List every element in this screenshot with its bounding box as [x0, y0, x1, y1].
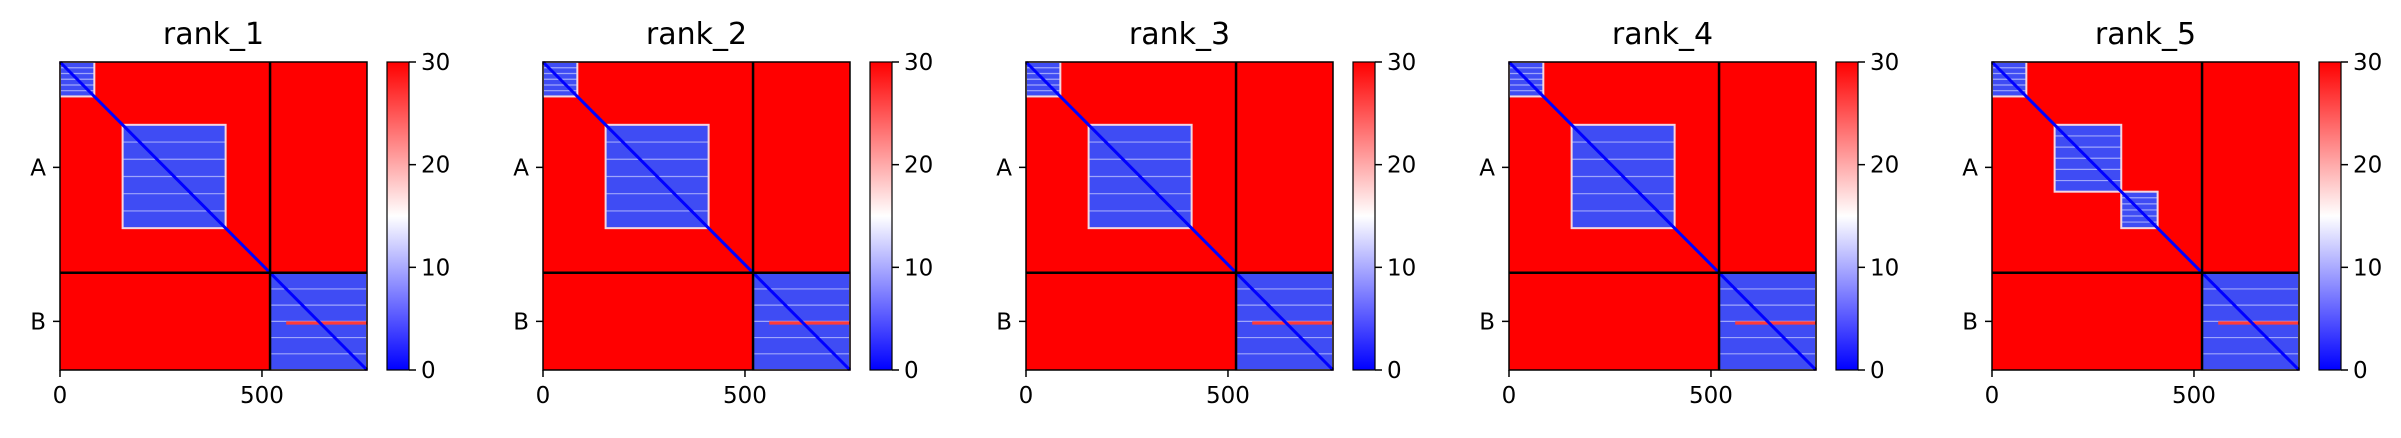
colorbar-tick-label: 20 — [421, 153, 450, 179]
diagonal-line — [541, 60, 852, 372]
pae-panel-5: rank_5 A B 0 500 0 10 20 30 — [1962, 17, 2382, 409]
axes-frame — [1508, 61, 1817, 371]
colorbar-tick-label: 20 — [1387, 153, 1416, 179]
axes-frame — [542, 61, 851, 371]
colorbar-tick-label: 0 — [2353, 358, 2368, 384]
colorbar-tick-label: 20 — [904, 153, 933, 179]
pae-panel-2: rank_2 A B 0 500 0 10 20 30 — [513, 17, 933, 409]
row-label: A — [513, 155, 529, 181]
pae-panel-1: rank_1 A B 0 500 0 10 20 30 — [30, 17, 450, 409]
colorbar-tick-label: 10 — [904, 255, 933, 281]
axes-frame — [1991, 61, 2300, 371]
axes-frame — [59, 61, 368, 371]
row-label: B — [996, 309, 1012, 335]
x-tick-label: 500 — [1206, 383, 1250, 409]
x-tick-label: 0 — [536, 383, 551, 409]
block-edge — [2120, 190, 2159, 230]
row-label: A — [996, 155, 1012, 181]
pae-panel-3: rank_3 A B 0 500 0 10 20 30 — [996, 17, 1416, 409]
diagonal-line — [58, 60, 369, 372]
colorbar-tick-label: 0 — [1870, 358, 1885, 384]
diagonal-line — [1024, 60, 1335, 372]
colorbar-tick-label: 0 — [421, 358, 436, 384]
row-label: B — [1962, 309, 1978, 335]
row-label: A — [1479, 155, 1495, 181]
chain-b-band — [1735, 321, 1816, 325]
pae-panel-4: rank_4 A B 0 500 0 10 20 30 — [1479, 17, 1899, 409]
x-tick-label: 500 — [240, 383, 284, 409]
block-edge — [1570, 123, 1676, 230]
colorbar-tick-label: 0 — [904, 358, 919, 384]
colorbar-tick-label: 30 — [1387, 50, 1416, 76]
panel-title: rank_2 — [646, 17, 747, 52]
colorbar-tick-label: 10 — [1387, 255, 1416, 281]
colorbar-tick-label: 30 — [421, 50, 450, 76]
diagonal-line — [1990, 60, 2301, 372]
x-tick-label: 0 — [1502, 383, 1517, 409]
colorbar — [386, 61, 410, 371]
row-label: A — [30, 155, 46, 181]
row-label: A — [1962, 155, 1978, 181]
chain-b-band — [2218, 321, 2299, 325]
colorbar — [1835, 61, 1859, 371]
colorbar-tick-label: 20 — [2353, 153, 2382, 179]
colorbar-tick-label: 30 — [1870, 50, 1899, 76]
block-edge — [1087, 123, 1193, 230]
colorbar-tick-label: 10 — [421, 255, 450, 281]
row-label: B — [513, 309, 529, 335]
diagonal-line — [1507, 60, 1818, 372]
x-tick-label: 500 — [1689, 383, 1733, 409]
x-tick-label: 500 — [723, 383, 767, 409]
colorbar-tick-label: 20 — [1870, 153, 1899, 179]
panel-title: rank_5 — [2095, 17, 2196, 52]
colorbar — [2318, 61, 2342, 371]
block-edge — [121, 123, 227, 230]
chain-b-band — [1252, 321, 1333, 325]
block-edge — [604, 123, 710, 230]
x-tick-label: 0 — [1985, 383, 2000, 409]
panel-title: rank_4 — [1612, 17, 1713, 52]
colorbar-tick-label: 30 — [904, 50, 933, 76]
row-label: B — [30, 309, 46, 335]
chain-b-band — [286, 321, 367, 325]
colorbar — [1352, 61, 1376, 371]
axes-frame — [1025, 61, 1334, 371]
panel-title: rank_3 — [1129, 17, 1230, 52]
colorbar — [869, 61, 893, 371]
colorbar-tick-label: 0 — [1387, 358, 1402, 384]
colorbar-tick-label: 10 — [1870, 255, 1899, 281]
x-tick-label: 0 — [53, 383, 68, 409]
chain-b-band — [769, 321, 850, 325]
colorbar-tick-label: 30 — [2353, 50, 2382, 76]
x-tick-label: 500 — [2172, 383, 2216, 409]
colorbar-tick-label: 10 — [2353, 255, 2382, 281]
x-tick-label: 0 — [1019, 383, 1034, 409]
block-edge — [2053, 123, 2123, 193]
panel-title: rank_1 — [163, 17, 264, 52]
row-label: B — [1479, 309, 1495, 335]
